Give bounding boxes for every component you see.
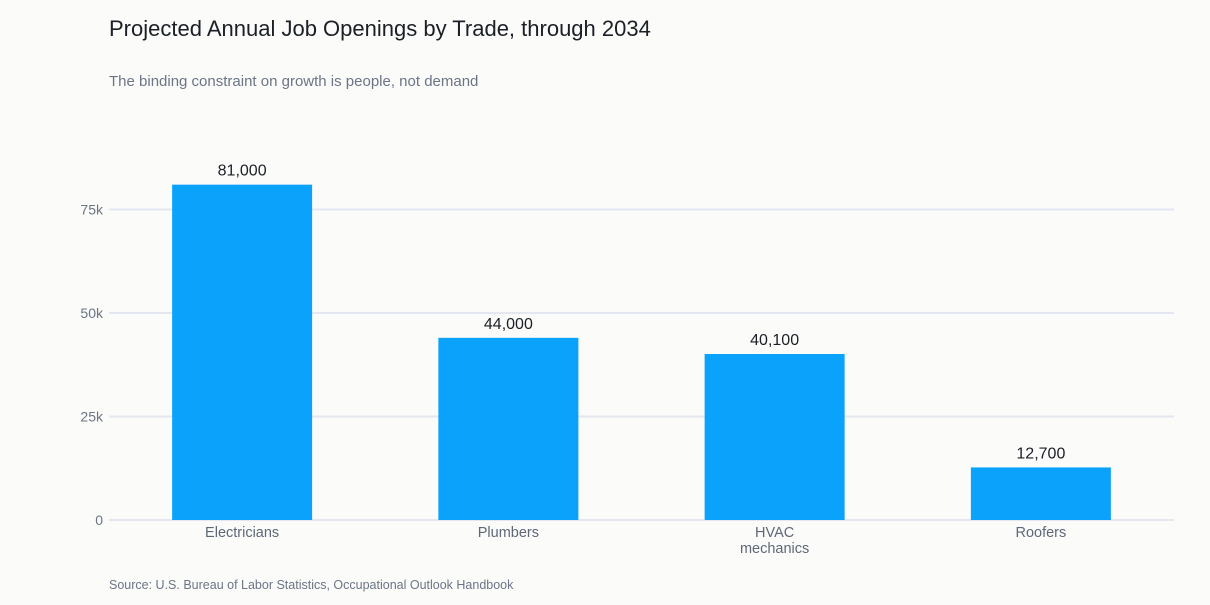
data-label: 12,700 bbox=[1016, 445, 1065, 462]
bar bbox=[172, 184, 313, 520]
y-tick-label: 25k bbox=[80, 409, 104, 425]
y-tick-label: 75k bbox=[80, 202, 104, 218]
bar bbox=[438, 337, 579, 520]
x-tick-label: mechanics bbox=[740, 541, 809, 557]
chart-subtitle: The binding constraint on growth is peop… bbox=[109, 73, 479, 90]
data-label: 81,000 bbox=[218, 163, 267, 180]
x-tick-label: Electricians bbox=[205, 525, 279, 541]
chart-title: Projected Annual Job Openings by Trade, … bbox=[109, 16, 651, 41]
bar bbox=[970, 467, 1111, 520]
source-note: Source: U.S. Bureau of Labor Statistics,… bbox=[109, 578, 514, 592]
y-tick-label: 0 bbox=[95, 512, 103, 528]
data-label: 44,000 bbox=[484, 316, 533, 333]
x-tick-label: HVAC bbox=[755, 525, 794, 541]
x-tick-label: Plumbers bbox=[478, 525, 539, 541]
data-label: 40,100 bbox=[750, 332, 799, 349]
x-tick-label: Roofers bbox=[1015, 525, 1066, 541]
y-tick-label: 50k bbox=[80, 305, 104, 321]
bar bbox=[704, 353, 845, 520]
